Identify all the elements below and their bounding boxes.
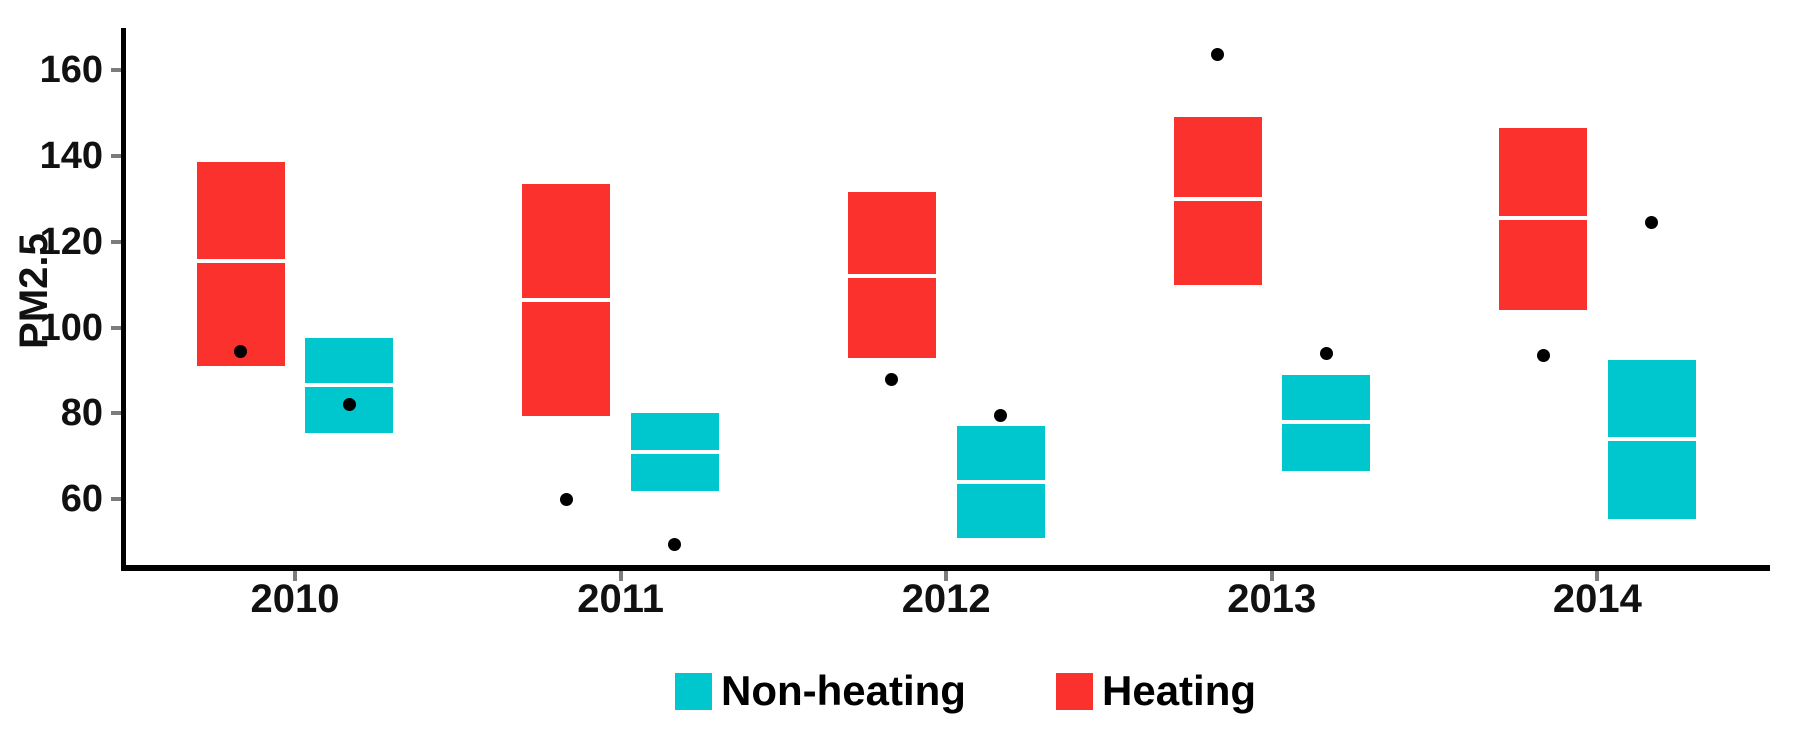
y-tick-mark	[111, 68, 121, 72]
y-tick-label: 160	[39, 49, 103, 91]
x-tick-label: 2011	[577, 577, 664, 621]
heating-box-2012	[847, 192, 936, 358]
y-tick-mark	[111, 153, 121, 158]
x-tick-label: 2013	[1227, 577, 1317, 621]
x-tick-mark	[618, 571, 623, 581]
nonheating-mean-point-2012	[994, 409, 1007, 423]
x-tick-mark	[1595, 571, 1600, 581]
x-tick-mark	[293, 571, 297, 581]
y-tick-label: 120	[39, 220, 103, 263]
legend-swatch-nonheating	[675, 672, 712, 710]
nonheating-box-2014	[1607, 359, 1696, 519]
nonheating-box-2012	[956, 426, 1045, 538]
nonheating-box-2013	[1282, 374, 1371, 472]
y-tick-mark	[111, 497, 121, 502]
median-line-2013	[1282, 419, 1371, 424]
nonheating-mean-point-2010	[342, 398, 356, 412]
legend-item-heating: Heating	[1056, 668, 1256, 714]
x-tick-label: 2010	[250, 577, 340, 621]
heating-mean-point-2010	[234, 344, 248, 358]
median-line-2010	[305, 383, 394, 388]
legend-label-heating: Heating	[1102, 667, 1257, 714]
nonheating-box-2011	[630, 413, 719, 491]
y-tick-label: 140	[39, 134, 103, 177]
legend: Non-heating Heating	[0, 664, 1800, 714]
legend-swatch-heating	[1056, 672, 1093, 710]
nonheating-mean-point-2014	[1645, 215, 1659, 229]
median-line-2014	[1499, 216, 1588, 221]
x-tick-label: 2012	[901, 577, 991, 621]
median-line-2010	[196, 259, 285, 263]
heating-mean-point-2011	[559, 492, 573, 506]
y-tick-mark	[111, 411, 121, 416]
heating-box-2010	[196, 162, 285, 367]
median-line-2011	[522, 297, 611, 302]
y-tick-label: 60	[60, 478, 103, 521]
x-tick-mark	[1269, 571, 1274, 581]
heating-mean-point-2013	[1211, 48, 1224, 62]
heating-box-2013	[1173, 117, 1262, 285]
heating-box-2011	[522, 183, 611, 416]
legend-label-nonheating: Non-heating	[721, 667, 966, 714]
x-tick-mark	[944, 571, 949, 581]
heating-mean-point-2012	[885, 372, 899, 386]
legend-item-nonheating: Non-heating	[675, 668, 966, 714]
median-line-2011	[630, 450, 719, 455]
plot-area: PM2.5 60 80 100 120 140 160 2010 2011 2012 2013 20…	[12, 28, 1770, 621]
heating-box-2014	[1499, 127, 1588, 311]
median-line-2012	[956, 480, 1045, 485]
median-line-2012	[847, 274, 936, 279]
x-tick-label: 2014	[1552, 577, 1642, 621]
y-tick-label: 80	[60, 392, 103, 435]
y-tick-label: 100	[39, 306, 103, 349]
x-axis-line	[121, 565, 1770, 571]
y-axis-line	[121, 28, 126, 571]
nonheating-box-2010	[305, 338, 394, 433]
median-line-2014	[1607, 437, 1696, 442]
nonheating-mean-point-2013	[1319, 346, 1333, 360]
heating-mean-point-2014	[1536, 348, 1550, 362]
median-line-2013	[1173, 196, 1262, 201]
y-tick-mark	[111, 239, 121, 244]
nonheating-mean-point-2011	[668, 537, 682, 551]
y-tick-mark	[111, 325, 121, 330]
